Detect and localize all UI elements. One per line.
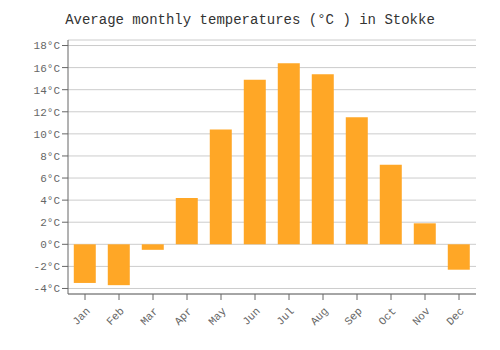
svg-text:-2°C: -2°C — [34, 261, 61, 273]
svg-text:May: May — [206, 305, 229, 328]
svg-text:-4°C: -4°C — [34, 283, 61, 295]
svg-text:Apr: Apr — [172, 305, 194, 327]
svg-text:Jul: Jul — [274, 305, 296, 327]
svg-text:10°C: 10°C — [34, 129, 61, 141]
svg-text:0°C: 0°C — [40, 239, 60, 251]
svg-text:18°C: 18°C — [34, 40, 61, 52]
svg-text:Jun: Jun — [240, 305, 262, 327]
svg-text:14°C: 14°C — [34, 85, 61, 97]
svg-text:Sep: Sep — [342, 305, 364, 327]
svg-text:2°C: 2°C — [40, 217, 60, 229]
svg-text:6°C: 6°C — [40, 173, 60, 185]
svg-text:Aug: Aug — [308, 305, 330, 327]
svg-text:4°C: 4°C — [40, 195, 60, 207]
svg-text:Dec: Dec — [444, 305, 466, 327]
svg-text:8°C: 8°C — [40, 151, 60, 163]
svg-text:Feb: Feb — [104, 305, 126, 327]
svg-text:12°C: 12°C — [34, 107, 61, 119]
svg-text:Mar: Mar — [138, 305, 160, 327]
svg-text:Jan: Jan — [70, 305, 92, 327]
svg-text:Nov: Nov — [410, 305, 433, 328]
svg-text:16°C: 16°C — [34, 63, 61, 75]
svg-text:Oct: Oct — [376, 305, 398, 327]
html-text:Average monthly temperatures (: Average monthly temperatures (°C ) in St… — [65, 12, 435, 28]
